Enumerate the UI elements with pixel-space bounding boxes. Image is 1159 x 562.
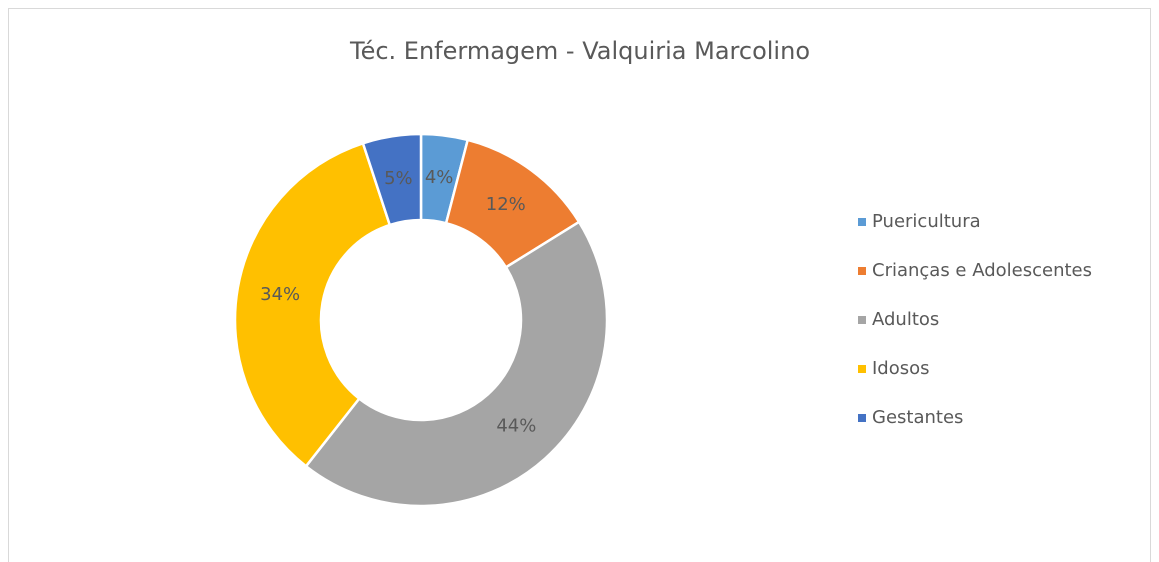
donut-slice	[304, 220, 609, 508]
data-label: 4%	[425, 167, 454, 188]
legend-label: Adultos	[872, 309, 939, 330]
chart-title: Téc. Enfermagem - Valquiria Marcolino	[349, 37, 810, 65]
data-label: 5%	[384, 168, 413, 189]
legend-label: Idosos	[872, 358, 930, 379]
legend-swatch	[858, 414, 866, 422]
data-label: 44%	[496, 416, 536, 437]
donut-slice	[361, 132, 423, 227]
legend-swatch	[858, 267, 866, 275]
legend-label: Puericultura	[872, 211, 981, 232]
legend-swatch	[858, 365, 866, 373]
donut-slice	[233, 141, 392, 468]
data-label: 12%	[486, 194, 526, 215]
data-label: 34%	[260, 284, 300, 305]
legend-label: Gestantes	[872, 407, 963, 428]
chart-border	[8, 8, 1151, 562]
legend-swatch	[858, 316, 866, 324]
legend-swatch	[858, 218, 866, 226]
legend-label: Crianças e Adolescentes	[872, 260, 1092, 281]
